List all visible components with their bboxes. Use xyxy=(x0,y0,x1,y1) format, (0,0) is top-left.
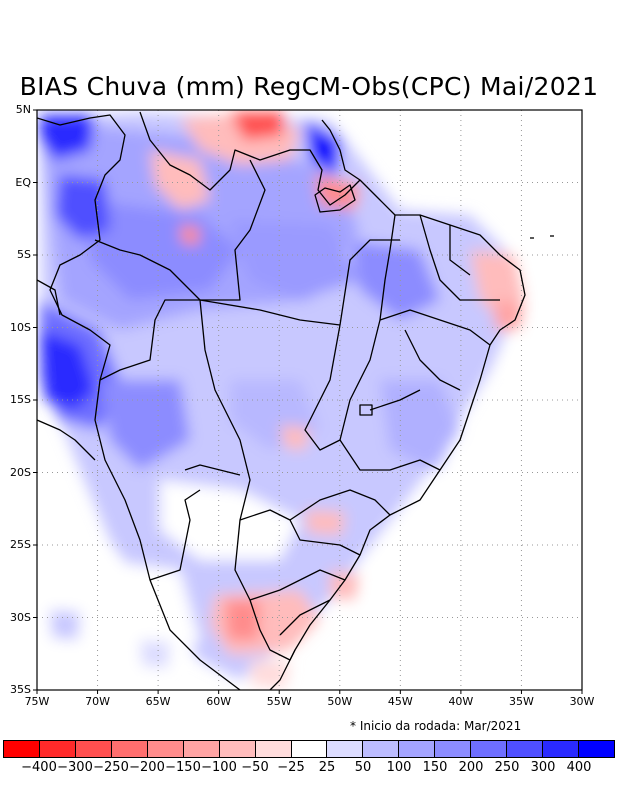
colorbar-swatch xyxy=(579,741,614,757)
colorbar-label: 25 xyxy=(318,760,336,775)
lon-label: 35W xyxy=(509,695,534,708)
lon-label: 45W xyxy=(387,695,413,708)
lat-label: 5S xyxy=(17,248,31,261)
colorbar-label: −150 xyxy=(165,760,201,775)
colorbar-label: −250 xyxy=(93,760,129,775)
colorbar-swatch xyxy=(4,741,40,757)
colorbar-label: 150 xyxy=(422,760,448,775)
colorbar-label: −300 xyxy=(57,760,93,775)
colorbar-swatch xyxy=(219,741,256,757)
colorbar-label: −400 xyxy=(21,760,57,775)
colorbar-label: 400 xyxy=(566,760,592,775)
colorbar-label: −50 xyxy=(241,760,269,775)
colorbar-swatch xyxy=(111,741,148,757)
colorbar-label: 300 xyxy=(530,760,556,775)
colorbar-label: −200 xyxy=(129,760,165,775)
colorbar-label: 200 xyxy=(458,760,484,775)
lat-label: 10S xyxy=(10,320,31,334)
lat-label: 25S xyxy=(10,538,31,551)
lon-label: 40W xyxy=(448,695,474,708)
colorbar-label: −25 xyxy=(277,760,305,775)
lat-label: 30S xyxy=(10,610,31,624)
colorbar-swatch xyxy=(183,741,220,757)
colorbar-label: 100 xyxy=(386,760,412,775)
lon-label: 65W xyxy=(145,695,171,708)
colorbar-label: 250 xyxy=(494,760,520,775)
lon-label: 60W xyxy=(206,695,232,708)
colorbar-swatch xyxy=(507,741,544,757)
lon-label: 75W xyxy=(24,695,50,708)
map-title: BIAS Chuva (mm) RegCM-Obs(CPC) Mai/2021 xyxy=(19,72,599,101)
colorbar-swatch xyxy=(399,741,436,757)
lat-label: 20S xyxy=(10,465,31,479)
lon-label: 70W xyxy=(85,695,110,708)
colorbar-swatch xyxy=(255,741,292,757)
colorbar-swatch xyxy=(147,741,184,757)
colorbar-swatch xyxy=(327,741,364,757)
lat-label: EQ xyxy=(15,175,31,189)
political-boundaries xyxy=(37,111,554,690)
axis-ticks xyxy=(33,109,583,694)
colorbar xyxy=(3,740,615,758)
lon-label: 50W xyxy=(327,695,353,708)
colorbar-swatch xyxy=(543,741,579,757)
colorbar-label: −100 xyxy=(201,760,237,775)
run-start-note: * Inicio da rodada: Mar/2021 xyxy=(350,719,522,733)
colorbar-label: 50 xyxy=(354,760,372,775)
lat-label: 15S xyxy=(10,393,31,406)
colorbar-swatch xyxy=(75,741,112,757)
colorbar-swatch xyxy=(471,741,508,757)
lon-label: 30W xyxy=(569,695,595,708)
lat-label: 35S xyxy=(10,683,31,696)
colorbar-swatch xyxy=(435,741,472,757)
bias-field xyxy=(37,110,582,690)
lon-label: 55W xyxy=(266,695,292,708)
colorbar-swatch xyxy=(291,741,328,757)
colorbar-swatch xyxy=(363,741,400,757)
lat-label: 5N xyxy=(15,103,31,116)
colorbar-swatch xyxy=(39,741,76,757)
